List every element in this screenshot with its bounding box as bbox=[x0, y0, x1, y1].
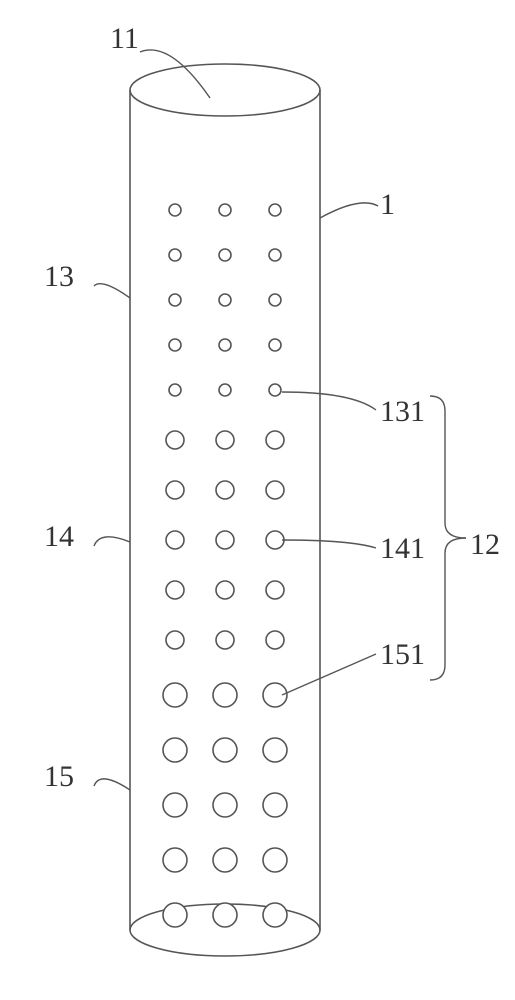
label-12: 12 bbox=[470, 528, 500, 562]
label-151: 151 bbox=[380, 638, 425, 672]
diagram-svg bbox=[0, 0, 515, 1000]
label-14: 14 bbox=[44, 520, 74, 554]
label-11: 11 bbox=[110, 22, 139, 56]
label-1: 1 bbox=[380, 188, 395, 222]
label-131: 131 bbox=[380, 395, 425, 429]
label-15: 15 bbox=[44, 760, 74, 794]
diagram-stage: 11 1 13 131 14 141 12 151 15 bbox=[0, 0, 515, 1000]
label-141: 141 bbox=[380, 532, 425, 566]
label-13: 13 bbox=[44, 260, 74, 294]
